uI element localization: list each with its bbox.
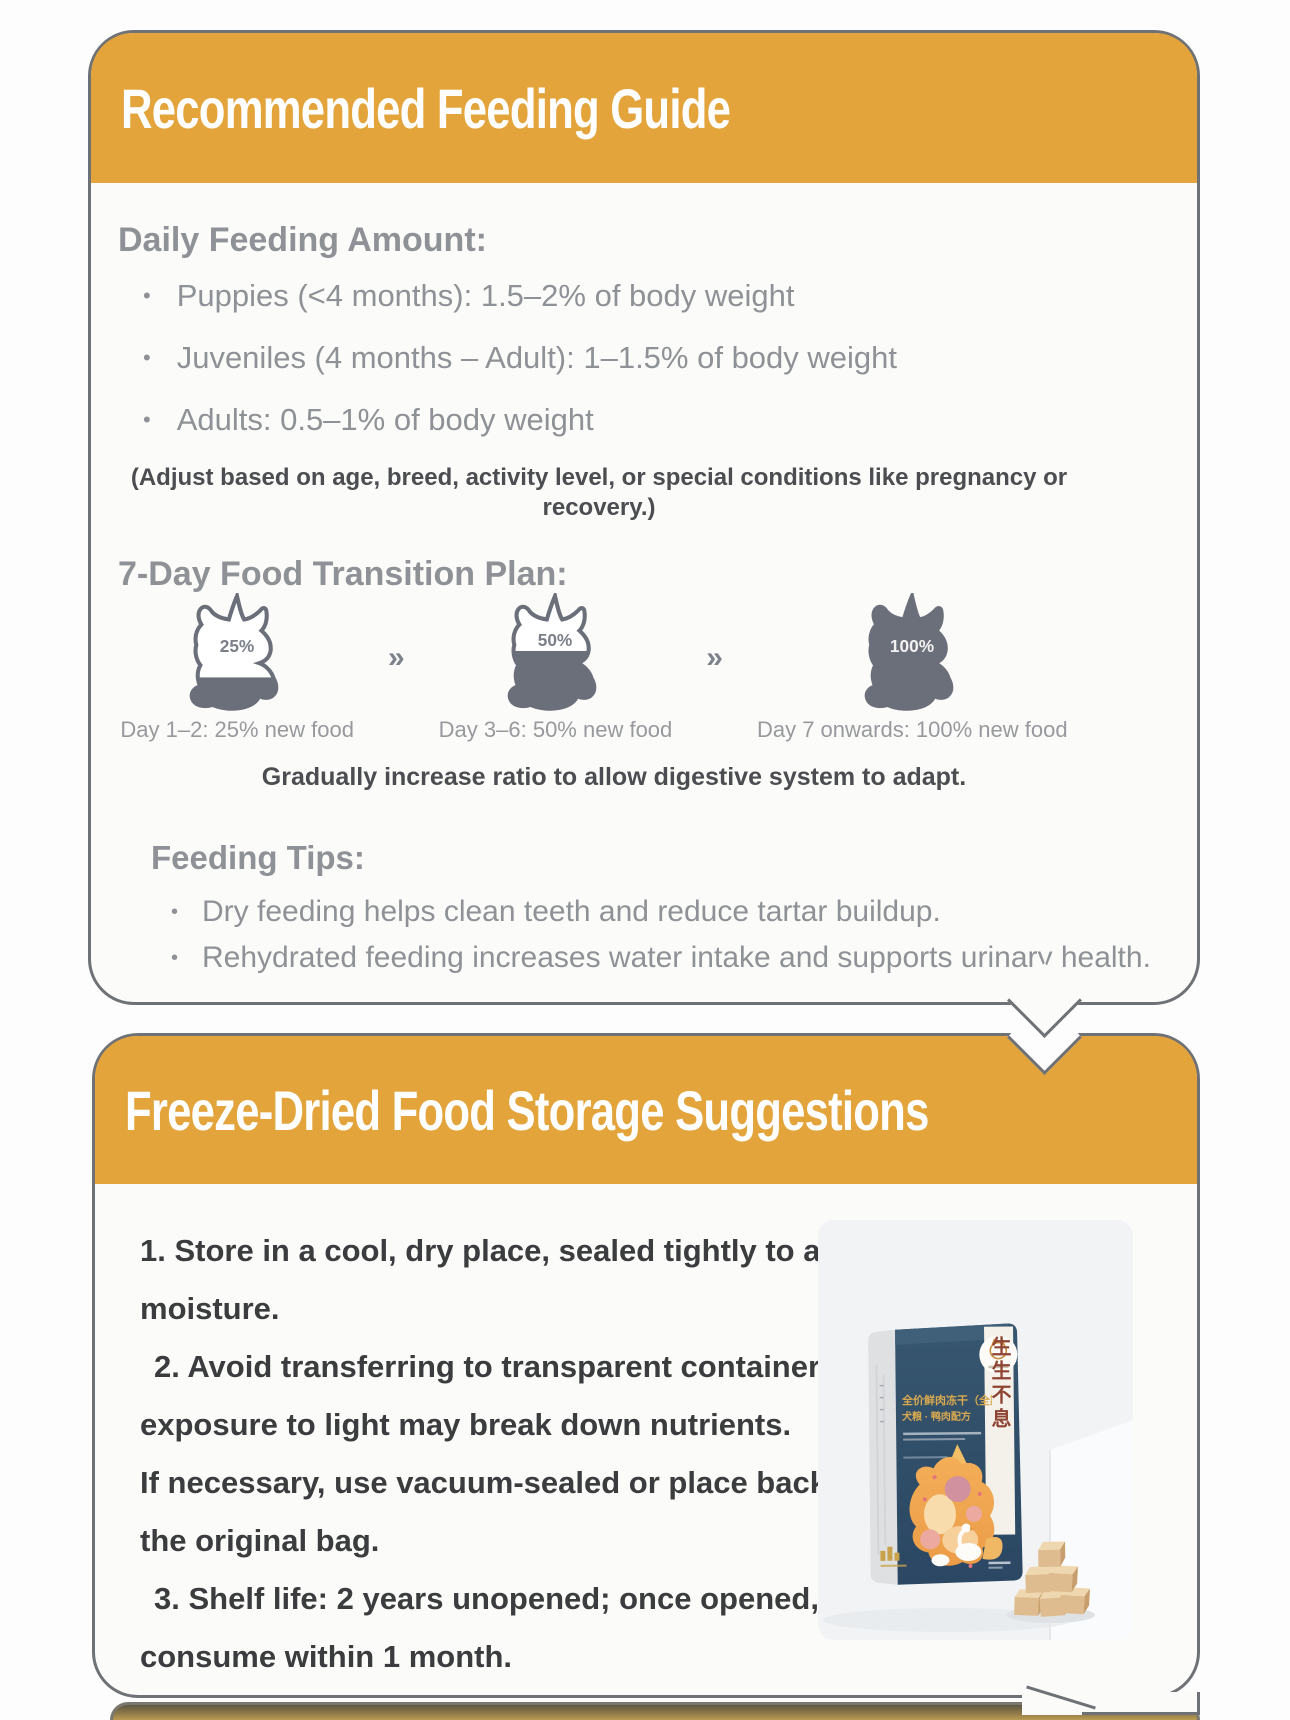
list-item-text: Rehydrated feeding increases water intak…: [202, 941, 1151, 974]
stage-caption: Day 7 onwards: 100% new food: [756, 717, 1068, 742]
list-item: • Dry feeding helps clean teeth and redu…: [91, 889, 1197, 935]
bag-cat-artwork: [909, 1444, 1003, 1568]
storage-line: 2. Avoid transferring to transparent con…: [154, 1349, 848, 1384]
list-item: • Puppies (<4 months): 1.5–2% of body we…: [91, 265, 1197, 327]
bullet-icon: •: [171, 900, 179, 923]
chevron-right-icon: »: [387, 641, 405, 674]
cat-fill-25-icon: 25%: [189, 593, 279, 711]
adjustment-note: (Adjust based on age, breed, activity le…: [130, 464, 1068, 521]
svg-text:50%: 50%: [538, 630, 573, 650]
transition-footnote: Gradually increase ratio to allow digest…: [261, 763, 967, 791]
list-item-text: Puppies (<4 months): 1.5–2% of body weig…: [176, 278, 795, 313]
storage-line: consume within 1 month.: [140, 1639, 513, 1674]
product-bag-illustration: [823, 1323, 1133, 1640]
bag-product-subname: 犬粮 · 鸭肉配方: [902, 1412, 971, 1423]
feeding-guide-card: Recommended Feeding Guide Daily Feeding …: [88, 30, 1200, 1038]
card-bottom-step-border: [1082, 1712, 1200, 1715]
storage-line: If necessary, use vacuum-sealed or place…: [140, 1465, 864, 1500]
feeding-guide-title: Recommended Feeding Guide: [121, 33, 902, 183]
stage-caption: Day 3–6: 50% new food: [438, 717, 673, 742]
transition-stage-25: 25% Day 1–2: 25% new food: [120, 593, 354, 743]
daily-amount-list: • Puppies (<4 months): 1.5–2% of body we…: [91, 265, 1197, 451]
storage-line: the original bag.: [140, 1523, 380, 1558]
list-item-text: Dry feeding helps clean teeth and reduce…: [202, 895, 941, 928]
list-item-text: Juveniles (4 months – Adult): 1–1.5% of …: [176, 340, 898, 375]
feeding-tips-heading: Feeding Tips:: [151, 839, 365, 876]
feeding-guide-header: Recommended Feeding Guide: [91, 33, 1197, 183]
storage-title-text: Freeze-Dried Food Storage Suggestions: [125, 1078, 929, 1142]
daily-amount-heading: Daily Feeding Amount:: [118, 221, 487, 259]
svg-text:25%: 25%: [220, 636, 255, 656]
transition-plan-heading: 7-Day Food Transition Plan:: [118, 555, 568, 593]
storage-title: Freeze-Dried Food Storage Suggestions: [125, 1036, 1155, 1184]
chevron-right-icon: »: [706, 641, 723, 674]
cat-fill-50-icon: 50%: [508, 593, 597, 711]
transition-stage-100: 100% Day 7 onwards: 100% new food: [757, 593, 1068, 743]
bullet-icon: •: [143, 407, 151, 432]
stage-caption: Day 1–2: 25% new food: [120, 717, 354, 742]
list-item: • Rehydrated feeding increases water int…: [91, 935, 1197, 981]
bag-side-strip-text: 生生不息: [988, 1336, 1010, 1432]
list-item: • Adults: 0.5–1% of body weight: [91, 389, 1197, 451]
transition-stage-50: 50% Day 3–6: 50% new food: [438, 593, 673, 743]
bag-product-name: 全价鲜肉冻干（全期）: [902, 1395, 992, 1407]
product-photo: 生生不息 全价鲜肉冻干（全期） 犬粮 · 鸭肉配方: [818, 1220, 1133, 1640]
storage-line: exposure to light may break down nutrien…: [140, 1407, 792, 1442]
svg-text:100%: 100%: [890, 636, 934, 656]
list-item-text: Adults: 0.5–1% of body weight: [176, 402, 594, 437]
storage-list: 1. Store in a cool, dry place, sealed ti…: [140, 1222, 885, 1686]
storage-line: moisture.: [140, 1291, 280, 1326]
transition-stages: 25% Day 1–2: 25% new food » 50% Day 3–6:…: [41, 593, 1147, 743]
bullet-icon: •: [143, 345, 151, 370]
bullet-icon: •: [171, 946, 179, 969]
freeze-dried-bag: [868, 1323, 1023, 1585]
freeze-dried-cubes: [1007, 1541, 1095, 1623]
list-item: • Juveniles (4 months – Adult): 1–1.5% o…: [91, 327, 1197, 389]
feeding-guide-title-text: Recommended Feeding Guide: [121, 76, 731, 140]
storage-suggestions-card: Freeze-Dried Food Storage Suggestions 1.…: [92, 1000, 1200, 1715]
storage-line: 3. Shelf life: 2 years unopened; once op…: [154, 1581, 819, 1616]
bullet-icon: •: [143, 283, 151, 308]
cat-fill-100-icon: 100%: [865, 593, 954, 711]
brand-logo-icon: [979, 1335, 1018, 1374]
storage-line: 1. Store in a cool, dry place, sealed ti…: [140, 1233, 885, 1268]
feeding-tips-list: • Dry feeding helps clean teeth and redu…: [91, 889, 1197, 981]
storage-header: Freeze-Dried Food Storage Suggestions: [95, 1036, 1197, 1184]
